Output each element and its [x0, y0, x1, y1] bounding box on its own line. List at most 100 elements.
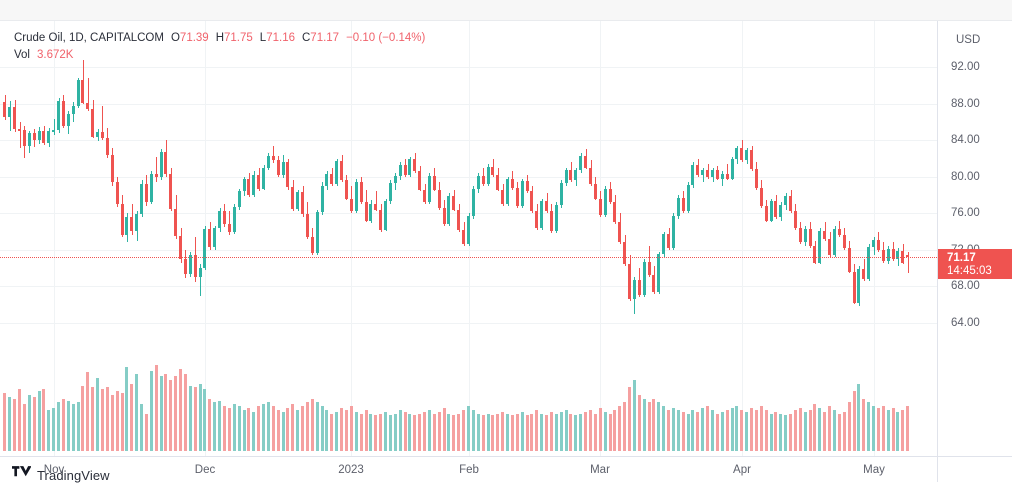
candle-body: [579, 155, 583, 171]
volume-bar: [828, 406, 832, 451]
candle-body: [110, 154, 114, 183]
candle-body: [100, 132, 104, 139]
price-axis-tick: 80.00: [951, 170, 980, 183]
volume-bar: [486, 413, 490, 451]
price-axis-tick: 88.00: [951, 97, 980, 110]
volume-bar: [506, 413, 510, 451]
time-axis-tick: May: [863, 464, 885, 476]
volume-bar: [315, 402, 319, 451]
candle-body: [32, 132, 36, 141]
candle-body: [574, 170, 578, 181]
candle-body: [564, 170, 568, 184]
volume-bar: [257, 406, 261, 451]
tradingview-logo-icon: [12, 466, 32, 484]
candle-body: [96, 132, 100, 137]
volume-bar: [764, 409, 768, 451]
candle-body: [501, 189, 505, 205]
candle-body: [681, 197, 685, 212]
volume-bar: [262, 404, 266, 451]
volume-bar: [754, 409, 758, 451]
candle-body: [159, 152, 163, 177]
volume-bar: [218, 400, 222, 451]
candle-body: [896, 250, 900, 259]
candle-wick: [908, 252, 909, 274]
candle-body: [467, 215, 470, 245]
volume-bar: [18, 389, 22, 451]
volume-bar: [696, 411, 700, 451]
candle-body: [42, 131, 46, 143]
candle-body: [135, 214, 139, 232]
candle-body: [61, 101, 65, 126]
candle-body: [384, 201, 388, 230]
volume-bar: [335, 411, 339, 451]
volume-bar: [701, 408, 705, 451]
candle-body: [237, 191, 241, 207]
horizontal-gridline: [0, 67, 937, 69]
current-price-badge[interactable]: 71.17 14:45:03: [938, 249, 1012, 280]
volume-bar: [671, 408, 675, 451]
candle-body: [701, 170, 705, 175]
volume-bar: [364, 409, 368, 451]
volume-bar: [110, 394, 114, 451]
volume-bar: [344, 409, 348, 451]
chart-panel[interactable]: USD 92.0088.0084.0080.0076.0072.0068.006…: [0, 20, 1012, 456]
candle-body: [491, 166, 495, 175]
candle-body: [735, 148, 739, 160]
volume-bar: [125, 366, 129, 451]
volume-bar: [169, 379, 173, 451]
volume-bar: [789, 413, 793, 451]
candle-body: [115, 182, 119, 205]
horizontal-gridline: [0, 140, 937, 142]
volume-bar: [598, 408, 602, 451]
candle-body: [647, 261, 651, 276]
volume-bar: [779, 413, 783, 451]
volume-bar: [179, 368, 183, 451]
candle-body: [213, 227, 217, 247]
candle-body: [427, 175, 431, 203]
volume-bar: [183, 374, 187, 451]
volume-bar: [750, 408, 754, 451]
candle-body: [57, 101, 61, 131]
candle-body: [545, 201, 549, 212]
time-axis[interactable]: Nov Dec 2023 Feb Mar Apr May: [0, 456, 1012, 483]
candle-body: [510, 179, 514, 188]
horizontal-gridline: [0, 249, 937, 251]
volume-bar: [61, 398, 65, 451]
volume-bar: [759, 406, 763, 451]
candle-wick: [88, 78, 89, 112]
volume-bar: [725, 409, 729, 451]
candle-body: [37, 131, 41, 141]
candle-body: [632, 279, 636, 300]
volume-bar: [452, 415, 456, 451]
volume-bar: [545, 415, 549, 451]
volume-bar: [798, 408, 802, 451]
candle-body: [393, 175, 397, 184]
candle-body: [623, 242, 627, 265]
price-plot-area[interactable]: [0, 21, 937, 456]
candle-body: [203, 228, 207, 268]
volume-bar: [232, 404, 236, 451]
volume-bar: [603, 411, 607, 451]
tradingview-logo[interactable]: TradingView: [12, 466, 110, 484]
volume-bar: [647, 402, 651, 451]
vertical-gridline: [54, 21, 55, 456]
candle-body: [462, 229, 466, 245]
price-axis[interactable]: USD 92.0088.0084.0080.0076.0072.0068.006…: [937, 21, 1012, 456]
volume-bar: [418, 413, 422, 451]
candle-body: [257, 174, 261, 189]
candle-body: [857, 268, 861, 303]
candle-body: [730, 159, 734, 179]
candle-body: [47, 131, 51, 143]
volume-bar: [369, 413, 373, 451]
volume-bar: [154, 365, 158, 451]
candle-body: [642, 261, 646, 296]
volume-bar: [198, 383, 202, 451]
volume-bar: [676, 409, 680, 451]
volume-bar: [81, 385, 85, 451]
volume-bar: [862, 398, 866, 451]
volume-bar: [774, 411, 778, 451]
volume-bar: [359, 413, 363, 451]
candle-body: [847, 247, 851, 272]
candle-body: [662, 234, 666, 255]
candle-body: [471, 188, 475, 216]
